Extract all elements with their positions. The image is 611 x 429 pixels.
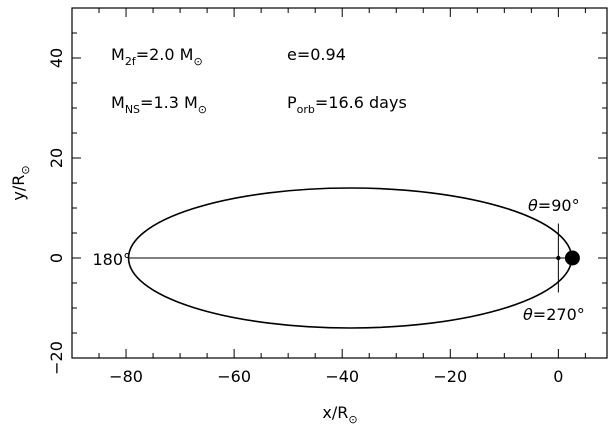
y-tick-labels: −20 0 20 40	[47, 48, 66, 375]
y-tick-label: 20	[47, 148, 66, 168]
x-tick-label: −20	[433, 367, 467, 386]
axis-ticks	[71, 7, 607, 359]
annotation-m2f: M2f=2.0 M⊙	[111, 45, 203, 68]
orbit-markers	[556, 250, 580, 266]
y-axis-title: y/R⊙	[9, 165, 32, 200]
neutron-star-marker	[556, 255, 561, 261]
orbit-curves	[127, 187, 573, 329]
companion-star-marker	[564, 250, 580, 266]
x-tick-label: −80	[109, 367, 143, 386]
y-tick-label: −20	[47, 341, 66, 375]
x-tick-labels: −80 −60 −40 −20 0	[109, 367, 563, 386]
x-tick-label: −40	[325, 367, 359, 386]
annotation-theta-90: θ=90°	[528, 196, 580, 215]
x-tick-label: 0	[553, 367, 563, 386]
y-tick-label: 0	[47, 253, 66, 263]
x-axis-title: x/R⊙	[322, 403, 357, 426]
annotation-mns: MNS=1.3 M⊙	[111, 93, 207, 116]
annotation-theta-270: θ=270°	[523, 305, 585, 324]
x-tick-label: −60	[217, 367, 251, 386]
annotation-eccentricity: e=0.94	[287, 45, 346, 64]
y-tick-label: 40	[47, 48, 66, 68]
annotation-porb: Porb=16.6 days	[287, 93, 407, 116]
annotation-theta-180: 180°	[92, 250, 131, 269]
